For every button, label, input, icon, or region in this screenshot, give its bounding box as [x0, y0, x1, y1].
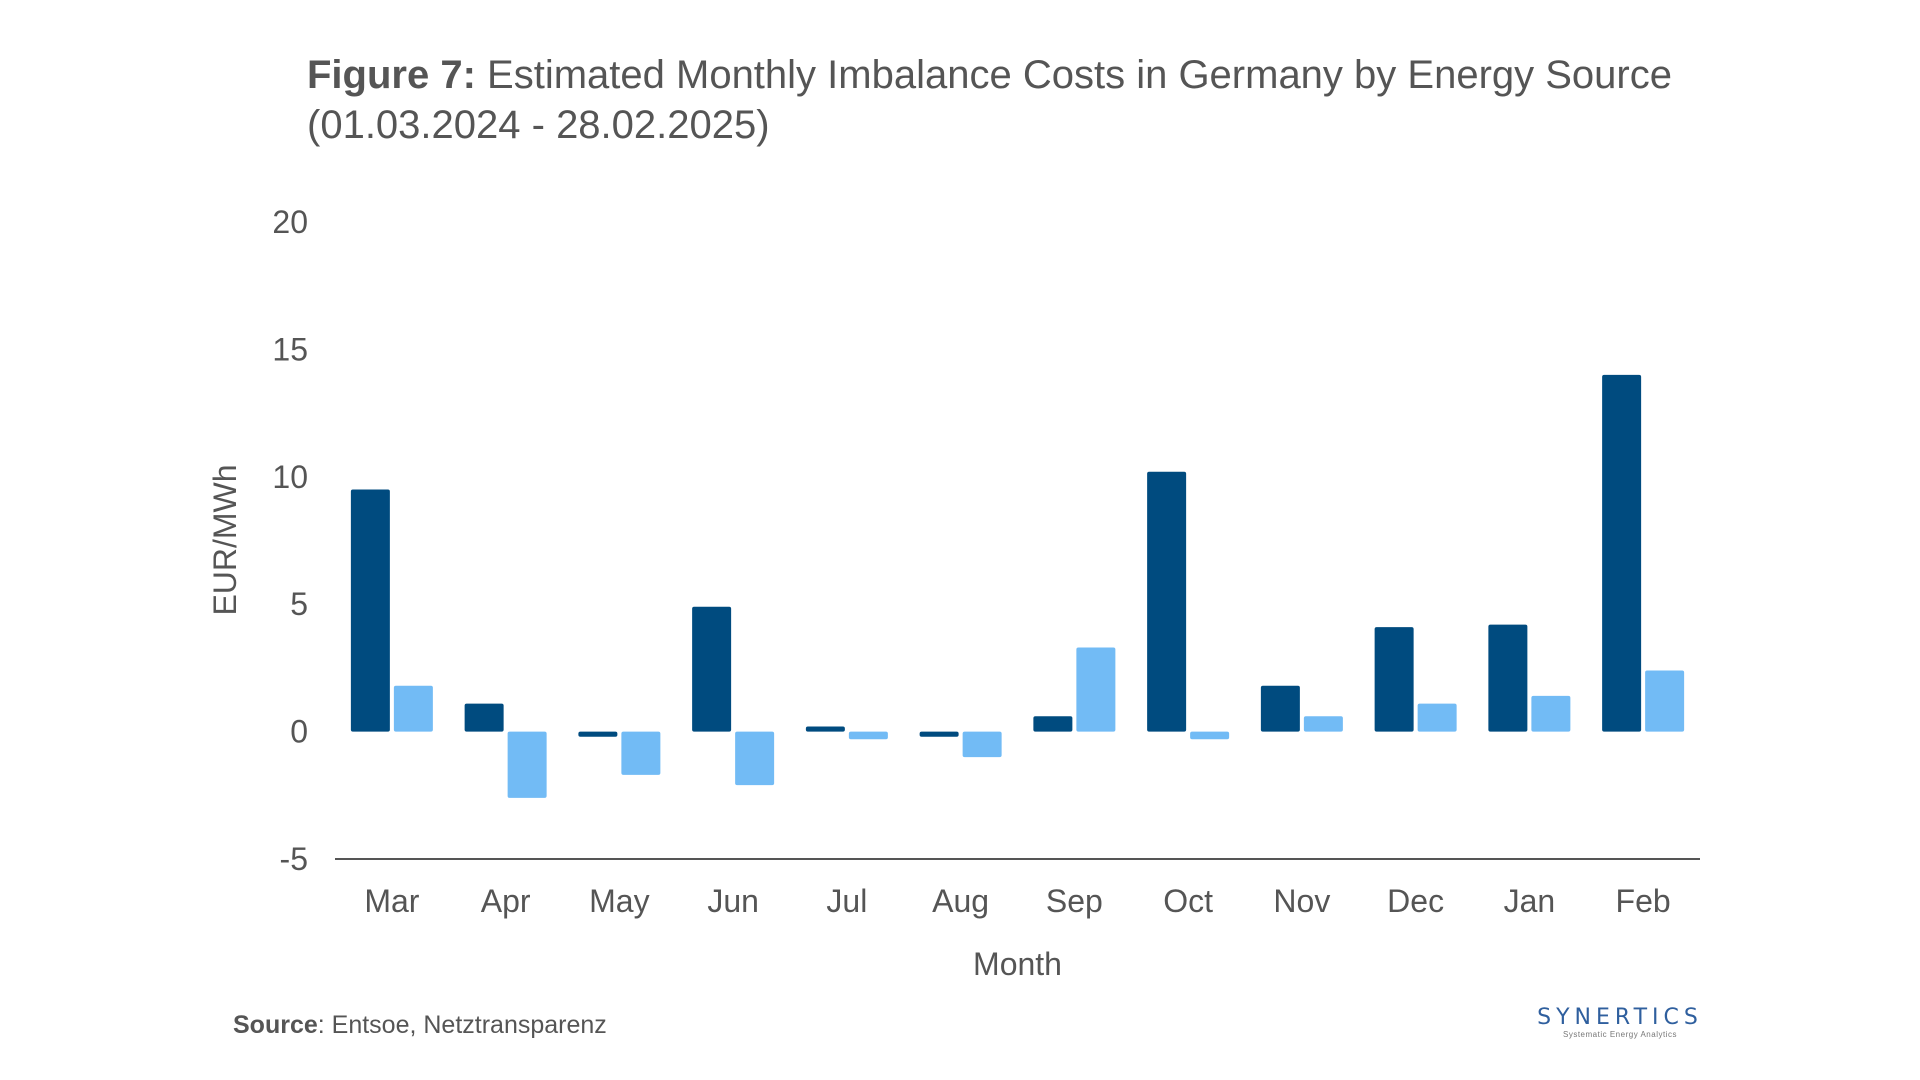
x-tick-label: May — [589, 883, 649, 919]
chart-title: Figure 7: Estimated Monthly Imbalance Co… — [307, 50, 1747, 150]
x-axis: Mar Apr May Jun Jul Aug Sep Oct Nov Dec Jan Feb — [364, 883, 1670, 919]
bar-nov-series-2 — [1303, 716, 1343, 732]
bar-jan-series-1 — [1488, 624, 1528, 732]
bar-apr-series-1 — [464, 703, 504, 732]
bar-dec-series-1 — [1374, 627, 1414, 732]
bar-series — [350, 374, 1685, 798]
x-tick-label: Feb — [1616, 883, 1671, 919]
x-tick-label: Jun — [707, 883, 759, 919]
bar-mar-series-1 — [350, 489, 390, 732]
x-tick-label: Oct — [1163, 883, 1213, 919]
bar-jan-series-2 — [1531, 695, 1571, 732]
synertics-logo: SYNERTICS Systematic Energy Analytics — [1530, 1006, 1710, 1040]
figure-number: Figure 7: — [307, 53, 476, 97]
bar-may-series-1 — [578, 731, 618, 737]
y-tick-label: 15 — [272, 331, 308, 367]
x-tick-label: Apr — [481, 883, 531, 919]
bar-sep-series-2 — [1076, 647, 1116, 732]
x-tick-label: Nov — [1273, 883, 1330, 919]
y-tick-label: 10 — [272, 459, 308, 495]
y-tick-label: -5 — [280, 841, 308, 877]
y-tick-label: 0 — [290, 714, 308, 750]
y-tick-label: 20 — [272, 204, 308, 240]
bar-mar-series-2 — [393, 685, 433, 732]
bar-dec-series-2 — [1417, 703, 1457, 732]
x-axis-label: Month — [973, 946, 1062, 982]
x-tick-label: Dec — [1387, 883, 1444, 919]
bar-aug-series-1 — [919, 731, 959, 737]
y-axis: 20 15 10 5 0 -5 — [272, 204, 308, 877]
bar-sep-series-1 — [1033, 716, 1073, 732]
source-note: Source: Entsoe, Netztransparenz — [233, 1011, 607, 1040]
bar-jun-series-1 — [692, 606, 732, 732]
bar-oct-series-1 — [1147, 471, 1187, 732]
bar-feb-series-2 — [1645, 670, 1685, 732]
x-tick-label: Jul — [826, 883, 867, 919]
bar-jul-series-2 — [848, 731, 888, 740]
logo-tagline: Systematic Energy Analytics — [1563, 1030, 1677, 1039]
x-tick-label: Sep — [1046, 883, 1103, 919]
x-tick-label: Mar — [364, 883, 419, 919]
x-tick-label: Jan — [1504, 883, 1556, 919]
figure-title-text: Estimated Monthly Imbalance Costs in Ger… — [307, 53, 1672, 147]
logo-wordmark: SYNERTICS — [1537, 1005, 1703, 1030]
bar-jul-series-1 — [805, 726, 845, 732]
bar-apr-series-2 — [507, 731, 547, 798]
bar-oct-series-2 — [1190, 731, 1230, 740]
source-text: : Entsoe, Netztransparenz — [317, 1011, 607, 1039]
bar-nov-series-1 — [1260, 685, 1300, 732]
bar-may-series-2 — [621, 731, 661, 775]
bar-jun-series-2 — [735, 731, 775, 786]
y-tick-label: 5 — [290, 586, 308, 622]
y-axis-label: EUR/MWh — [207, 464, 243, 615]
bar-aug-series-2 — [962, 731, 1002, 758]
source-label: Source — [233, 1011, 318, 1039]
bar-feb-series-1 — [1602, 374, 1642, 732]
x-tick-label: Aug — [932, 883, 989, 919]
